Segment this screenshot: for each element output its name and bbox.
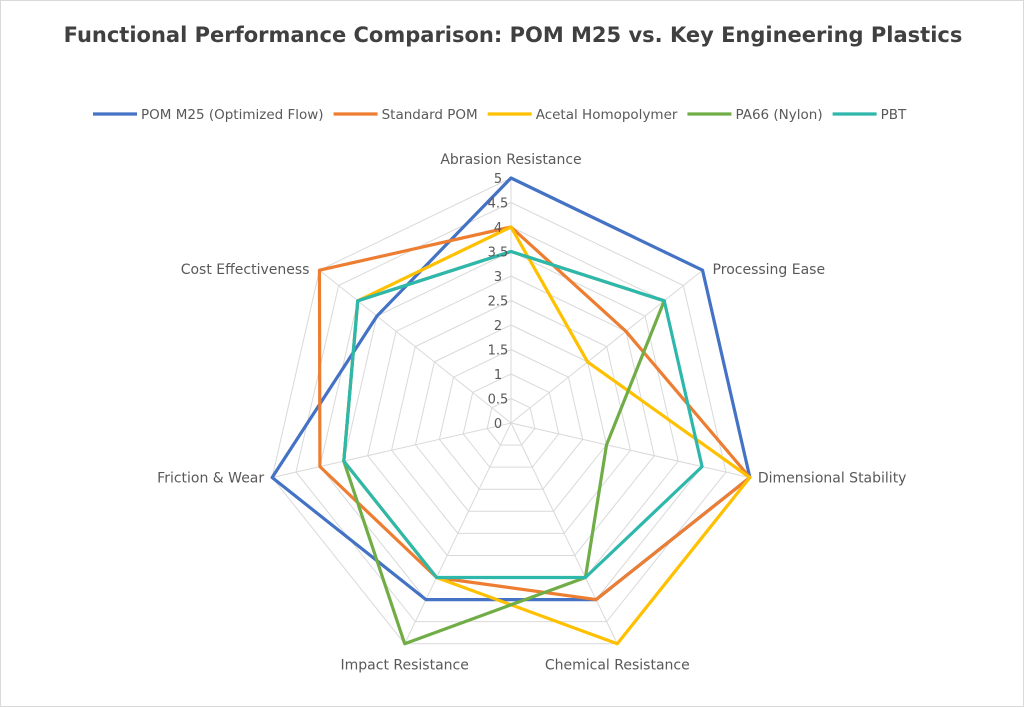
category-label: Cost Effectiveness [181, 262, 310, 278]
axis-line [319, 269, 512, 424]
grid-ring [367, 275, 655, 556]
tick-label: 2 [494, 319, 502, 334]
tick-label: 0.5 [488, 393, 509, 408]
tick-label: 4.5 [488, 197, 509, 212]
tick-label: 5 [494, 172, 502, 187]
legend-item: PA66 (Nylon) [687, 107, 823, 123]
grid-ring [391, 299, 631, 534]
category-label: Impact Resistance [341, 658, 469, 674]
series-line-4 [342, 249, 704, 580]
tick-label: 2.5 [488, 295, 509, 310]
grid-ring [438, 348, 584, 490]
legend-label: PA66 (Nylon) [735, 107, 822, 123]
tick-label: 3.5 [488, 246, 509, 261]
grid-ring [414, 324, 608, 512]
legend-item: PBT [832, 107, 907, 123]
legend-label: POM M25 (Optimized Flow) [141, 107, 324, 123]
category-label: Chemical Resistance [545, 658, 690, 674]
tick-label: 4 [494, 221, 502, 236]
axis-line [510, 269, 703, 424]
category-label: Abrasion Resistance [440, 152, 581, 168]
tick-label: 1 [494, 368, 502, 383]
axis-line [272, 422, 512, 479]
tick-label: 0 [494, 417, 502, 432]
legend-label: PBT [881, 107, 907, 123]
axis-line [510, 422, 750, 479]
legend-label: Acetal Homopolymer [536, 107, 678, 123]
grid-ring [295, 201, 727, 623]
chart-title: Functional Performance Comparison: POM M… [63, 23, 963, 47]
tick-label: 3 [494, 270, 502, 285]
tick-label: 1.5 [488, 344, 509, 359]
axis-line [404, 422, 512, 644]
axis-line [510, 422, 618, 644]
legend-label: Standard POM [382, 107, 478, 123]
legend-item: Standard POM [333, 107, 478, 123]
series-line-1 [317, 225, 752, 602]
legend-item: POM M25 (Optimized Flow) [93, 107, 324, 123]
legend-item: Acetal Homopolymer [487, 107, 678, 123]
series-line-0 [270, 176, 752, 602]
category-label: Dimensional Stability [758, 471, 907, 487]
category-label: Friction & Wear [157, 471, 264, 487]
category-label: Processing Ease [713, 262, 826, 278]
grid-ring [486, 397, 536, 446]
grid-ring [462, 373, 560, 468]
